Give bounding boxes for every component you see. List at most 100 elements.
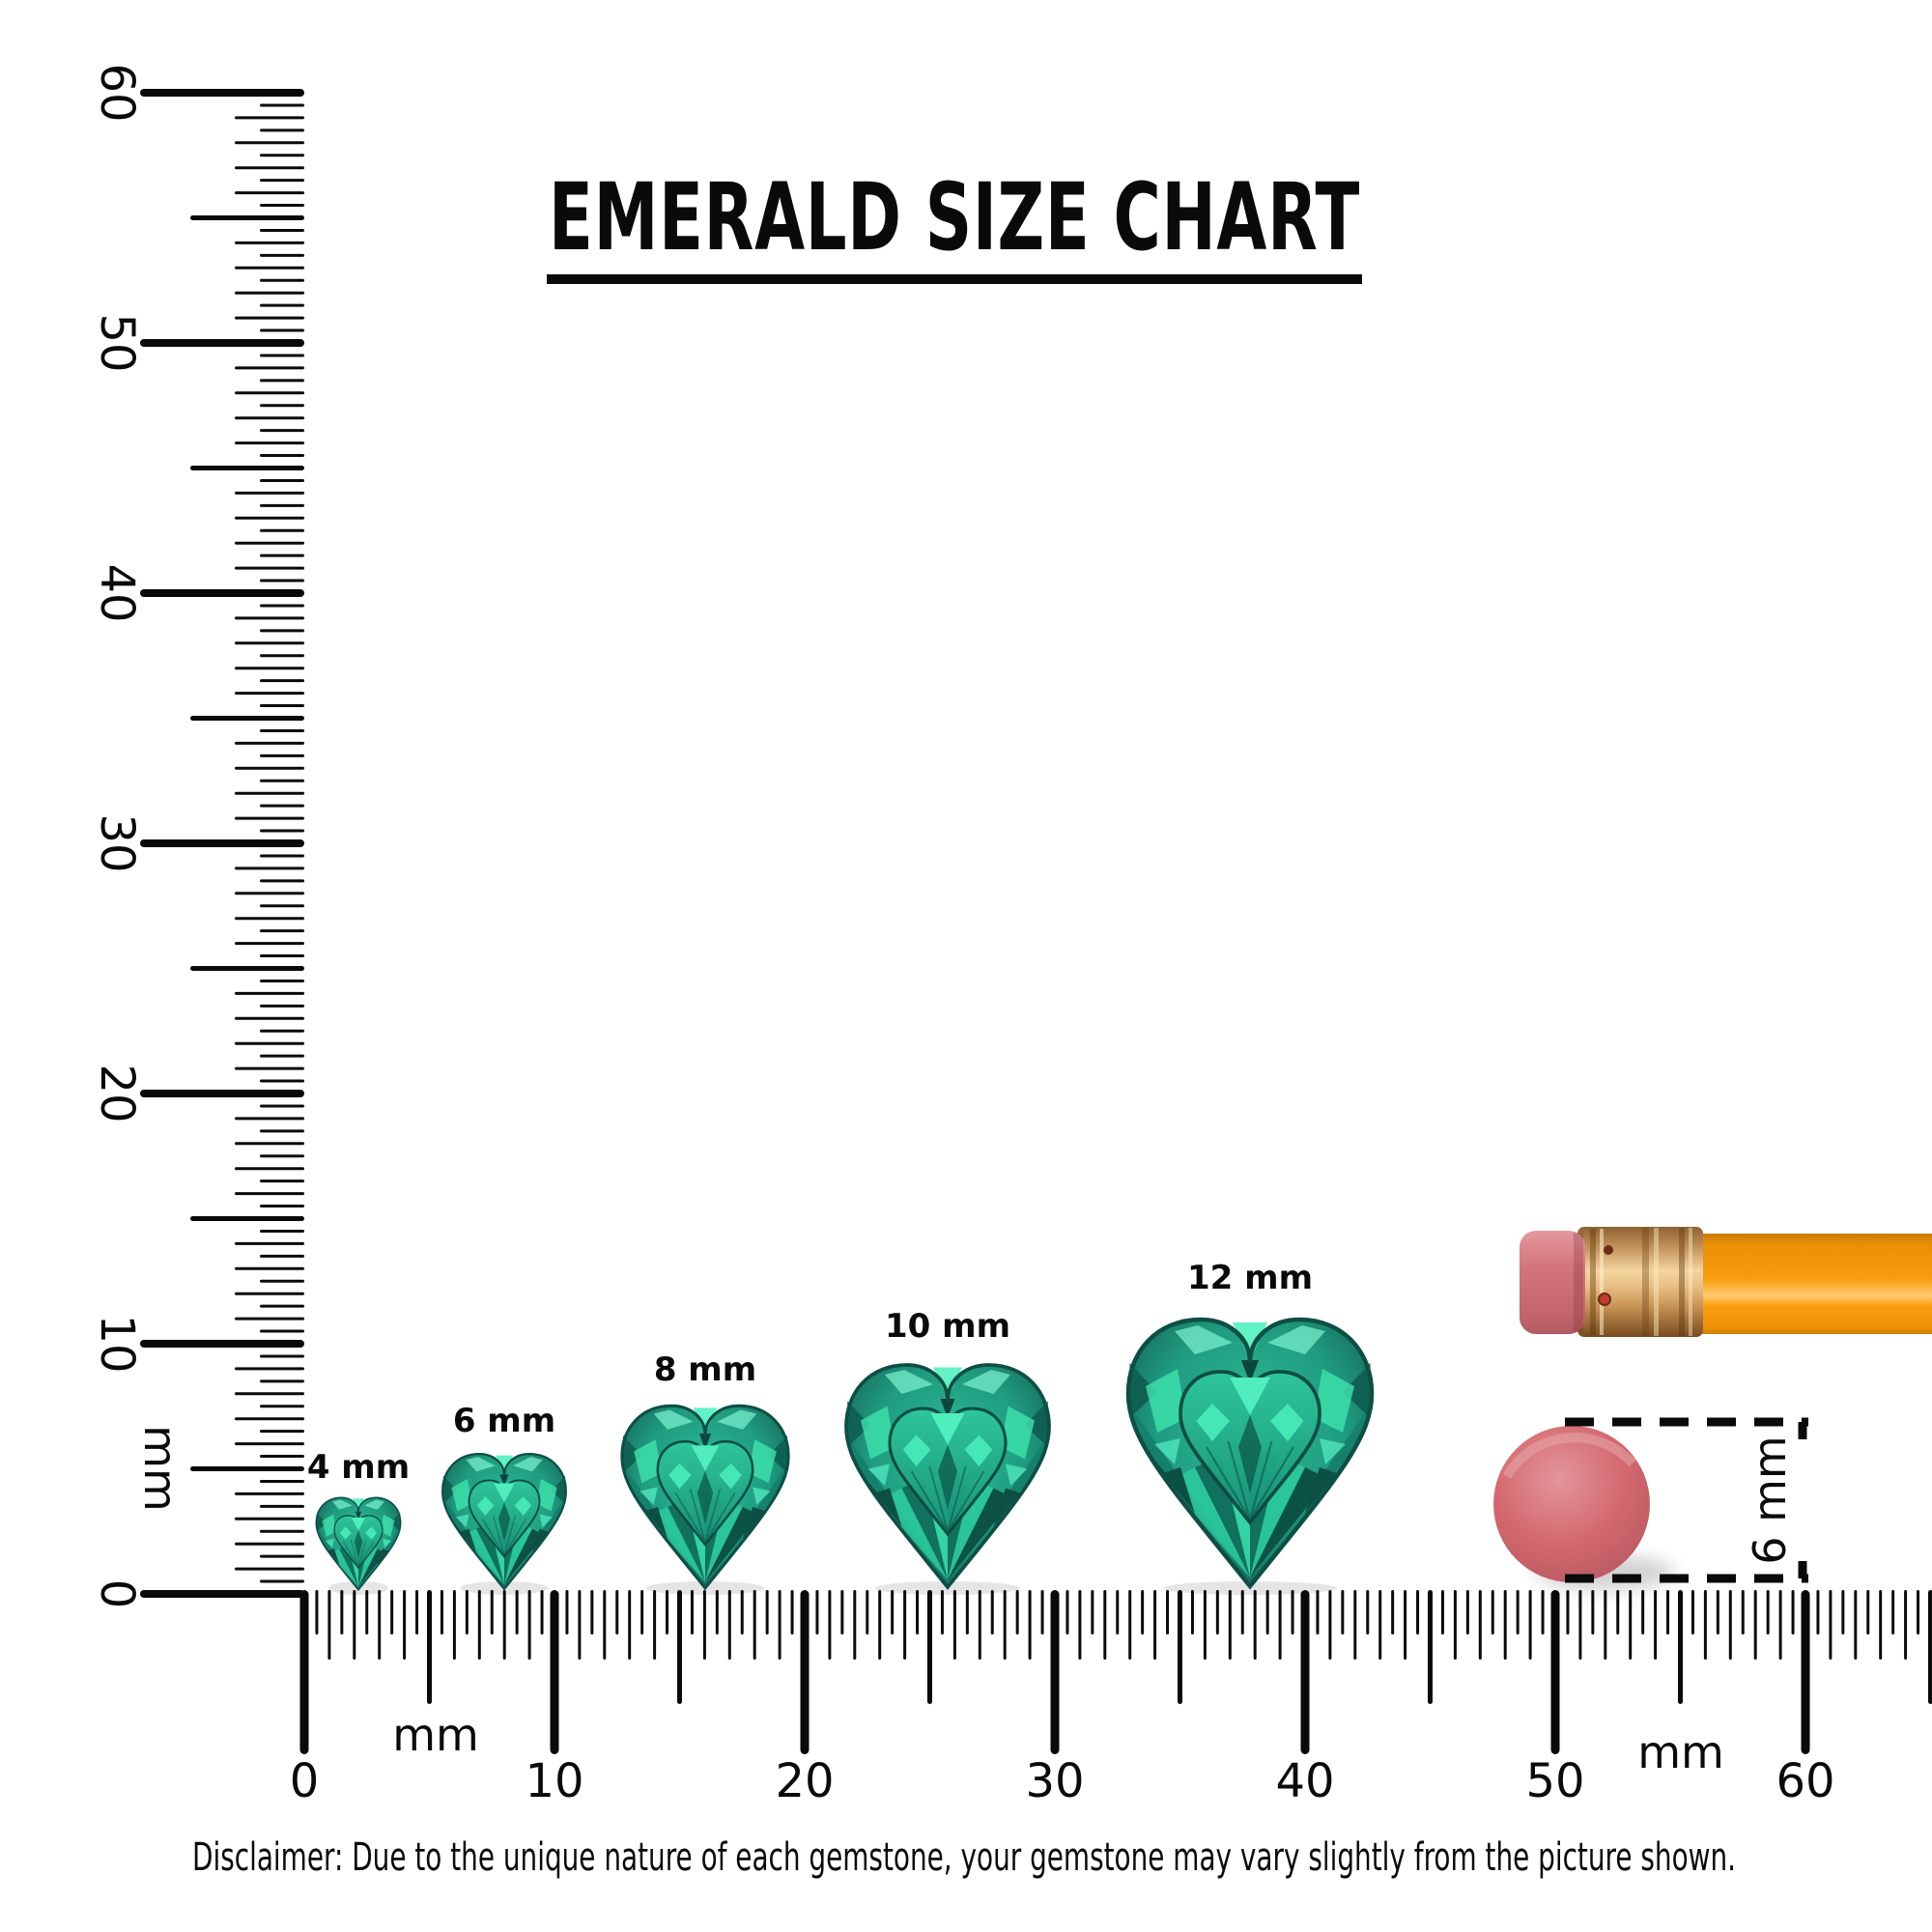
left-ruler-tick [260, 728, 304, 732]
bottom-ruler-tick [340, 1590, 344, 1634]
bottom-ruler-tick [1416, 1590, 1420, 1634]
left-ruler-tick [235, 1192, 304, 1196]
left-ruler-tick [235, 1016, 304, 1020]
bottom-ruler-tick [1766, 1590, 1770, 1634]
left-ruler-tick [260, 979, 304, 982]
left-ruler-tick [260, 1579, 304, 1583]
bottom-ruler-tick [1791, 1590, 1795, 1634]
left-ruler-tick [260, 1054, 304, 1058]
left-ruler-tick [260, 1029, 304, 1033]
ferrule-crimp-dot [1598, 1293, 1611, 1306]
bottom-ruler-tick [1465, 1590, 1469, 1634]
bottom-ruler-number: 0 [290, 1754, 320, 1808]
bottom-ruler-tick [940, 1590, 944, 1634]
bottom-ruler-tick [790, 1590, 794, 1634]
left-ruler-tick [260, 1129, 304, 1133]
left-ruler-tick [260, 204, 304, 208]
ferrule-groove [1679, 1228, 1685, 1336]
left-ruler-tick [260, 704, 304, 708]
left-ruler-tick [190, 215, 304, 220]
bottom-ruler-tick [990, 1590, 994, 1634]
ferrule-ridge [1654, 1228, 1659, 1336]
left-ruler-tick [190, 966, 304, 971]
bottom-ruler-tick [653, 1590, 657, 1660]
left-ruler-tick [260, 1455, 304, 1459]
gem-row: 4 mm 6 mm 8 mm 10 mm 12 mm [307, 1259, 1372, 1595]
bottom-ruler-tick [690, 1590, 694, 1634]
ferrule-ridge [1689, 1228, 1692, 1336]
bottom-ruler-tick [327, 1590, 331, 1660]
bottom-ruler-tick [590, 1590, 594, 1634]
left-ruler-tick [260, 1329, 304, 1333]
bottom-ruler-tick [1491, 1590, 1494, 1634]
bottom-ruler-number: 10 [525, 1754, 583, 1808]
left-ruler-number: 20 [90, 1064, 144, 1122]
bottom-ruler [299, 1590, 1932, 1754]
eraser-shade [1574, 1233, 1583, 1332]
bottom-ruler-tick [1240, 1590, 1244, 1634]
bottom-ruler-tick [299, 1590, 309, 1754]
left-ruler-tick [260, 1004, 304, 1008]
bottom-ruler-tick [527, 1590, 531, 1660]
left-ruler-tick [260, 579, 304, 582]
left-ruler-tick [260, 679, 304, 683]
eraser-size-label: 6 mm [1744, 1435, 1796, 1565]
pencil-body [1696, 1234, 1932, 1334]
bottom-ruler-tick [1366, 1590, 1370, 1634]
left-ruler-tick [260, 1354, 304, 1358]
bottom-ruler-tick [1341, 1590, 1345, 1634]
left-ruler-tick [235, 816, 304, 820]
left-ruler-tick [260, 128, 304, 132]
emerald-heart-gem [844, 1363, 1051, 1589]
bottom-ruler-tick [1328, 1590, 1332, 1660]
ferrule-crimp-dot [1604, 1245, 1613, 1255]
gem-size-label: 10 mm [885, 1307, 1010, 1346]
bottom-ruler-tick [1928, 1590, 1932, 1704]
bottom-ruler-tick [1015, 1590, 1019, 1634]
bottom-ruler-tick [727, 1590, 731, 1660]
left-ruler-tick [235, 1266, 304, 1270]
left-ruler-tick [140, 89, 304, 97]
bottom-ruler-tick [1228, 1590, 1232, 1660]
left-ruler-tick [235, 1517, 304, 1520]
bottom-ruler-tick [1578, 1590, 1582, 1660]
left-ruler-tick [260, 404, 304, 408]
left-ruler-tick [235, 141, 304, 145]
bottom-ruler-tick [578, 1590, 582, 1660]
left-ruler-tick [260, 528, 304, 532]
bottom-ruler-tick [1904, 1590, 1908, 1660]
left-ruler-tick [260, 804, 304, 808]
left-ruler-tick [235, 191, 304, 195]
bottom-ruler-tick [1378, 1590, 1382, 1660]
bottom-ruler-tick [1728, 1590, 1732, 1660]
left-ruler-tick [235, 1292, 304, 1295]
left-ruler-tick [260, 1079, 304, 1083]
left-ruler-tick [235, 1492, 304, 1495]
left-ruler-tick [235, 391, 304, 395]
left-ruler-tick [260, 1279, 304, 1283]
left-ruler-tick [235, 1117, 304, 1121]
left-ruler-tick [190, 466, 304, 470]
bottom-ruler-tick [1190, 1590, 1194, 1634]
ferrule-groove [1590, 1229, 1596, 1335]
left-ruler-tick [260, 1179, 304, 1183]
bottom-ruler-tick [490, 1590, 494, 1634]
left-ruler-tick [260, 929, 304, 933]
left-ruler-tick [235, 1367, 304, 1371]
left-ruler-tick [190, 1216, 304, 1221]
bottom-ruler-tick [1028, 1590, 1032, 1660]
left-ruler-tick [235, 892, 304, 895]
bottom-ruler-tick [1040, 1590, 1044, 1634]
bottom-ruler-unit-left: mm [392, 1709, 479, 1761]
left-ruler-tick [260, 779, 304, 782]
bottom-ruler-tick [1879, 1590, 1883, 1660]
bottom-ruler-tick [903, 1590, 907, 1660]
left-ruler-tick [260, 1104, 304, 1108]
left-ruler-tick [235, 616, 304, 620]
left-ruler-number: 40 [90, 563, 144, 622]
bottom-ruler-tick [515, 1590, 519, 1634]
bottom-ruler-tick [1566, 1590, 1570, 1634]
left-ruler-tick [235, 667, 304, 670]
left-ruler-tick [260, 228, 304, 232]
bottom-ruler-tick [891, 1590, 895, 1634]
